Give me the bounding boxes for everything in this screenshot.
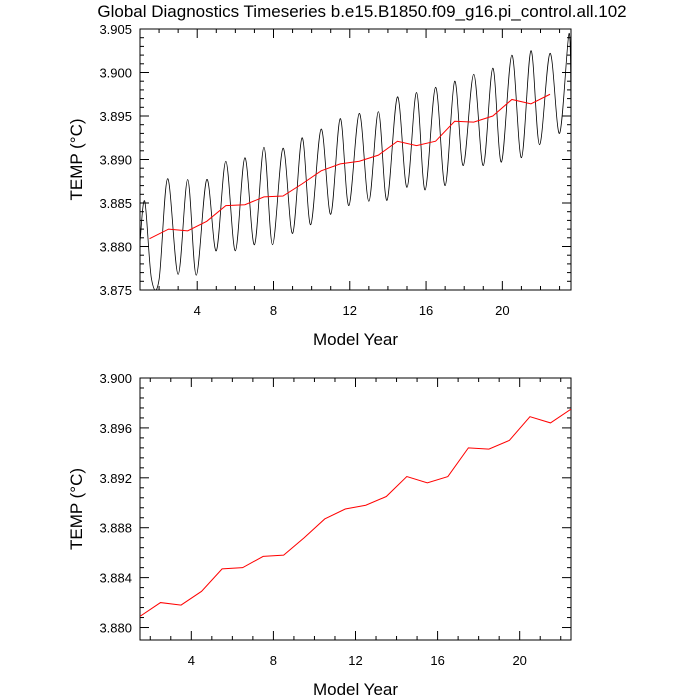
x-tick-label: 4 bbox=[194, 303, 201, 318]
y-tick-label: 3.888 bbox=[99, 521, 132, 536]
y-tick-label: 3.900 bbox=[99, 371, 132, 386]
y-tick-label: 3.880 bbox=[99, 621, 132, 636]
y-axis-label: TEMP (°C) bbox=[67, 468, 86, 550]
y-tick-label: 3.895 bbox=[99, 109, 132, 124]
x-tick-label: 8 bbox=[270, 303, 277, 318]
y-tick-label: 3.905 bbox=[99, 22, 132, 37]
y-tick-label: 3.900 bbox=[99, 66, 132, 81]
x-tick-label: 20 bbox=[495, 303, 509, 318]
panel-top: 4 8 12 16 20 3.875 3.880 3.885 3.890 3.895 3.900 3.… bbox=[67, 22, 572, 349]
annual-mean-line bbox=[149, 93, 551, 240]
x-axis-label: Model Year bbox=[313, 680, 398, 699]
monthly-series-line bbox=[140, 32, 571, 290]
x-axis-label: Model Year bbox=[313, 330, 398, 349]
y-tick-label: 3.884 bbox=[99, 571, 132, 586]
x-tick-label: 20 bbox=[512, 653, 526, 668]
y-axis-label: TEMP (°C) bbox=[67, 118, 86, 200]
annual-mean-line bbox=[140, 408, 571, 617]
y-tick-label: 3.892 bbox=[99, 471, 132, 486]
y-tick-label: 3.896 bbox=[99, 421, 132, 436]
y-tick-label: 3.885 bbox=[99, 196, 132, 211]
y-tick-label: 3.880 bbox=[99, 240, 132, 255]
x-tick-label: 4 bbox=[188, 653, 195, 668]
x-tick-label: 12 bbox=[348, 653, 362, 668]
x-tick-label: 8 bbox=[270, 653, 277, 668]
x-tick-label: 12 bbox=[343, 303, 357, 318]
y-tick-label: 3.875 bbox=[99, 283, 132, 298]
x-tick-label: 16 bbox=[430, 653, 444, 668]
y-tick-label: 3.890 bbox=[99, 153, 132, 168]
panel-bottom: 4 8 12 16 20 3.880 3.884 3.888 3.892 3.896 3.900 Mo… bbox=[67, 371, 572, 699]
x-tick-label: 16 bbox=[419, 303, 433, 318]
plot-frame bbox=[139, 28, 572, 291]
plot-frame bbox=[139, 377, 572, 641]
figure-title: Global Diagnostics Timeseries b.e15.B185… bbox=[97, 2, 626, 21]
